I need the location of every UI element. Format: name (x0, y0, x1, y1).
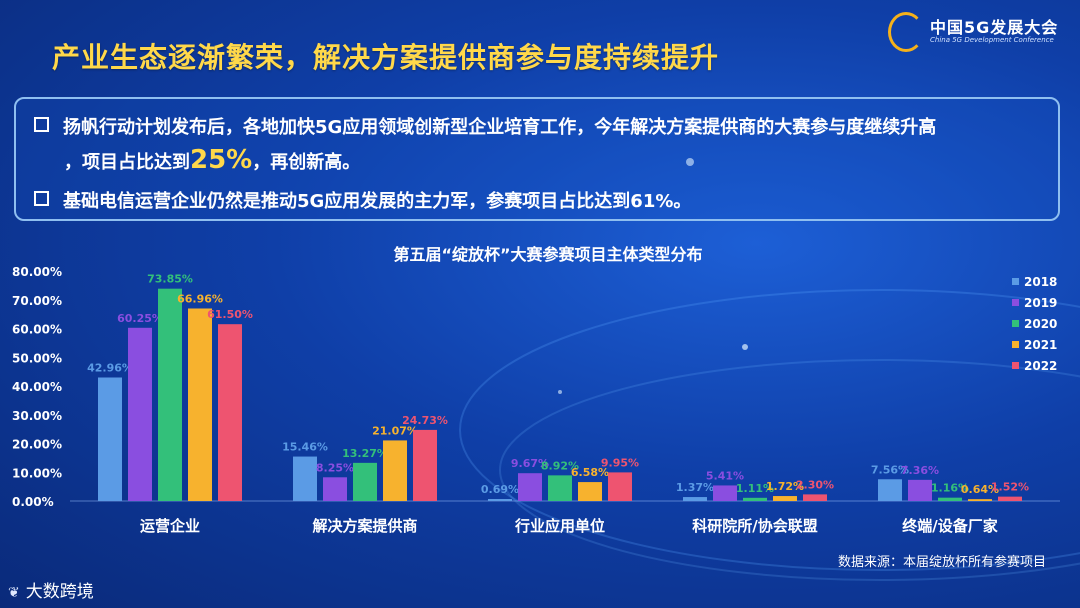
data-label: 1.37% (676, 481, 714, 494)
bar-2018 (488, 499, 512, 501)
ebrun-logo-icon: ❦ (8, 585, 20, 601)
data-label: 60.25% (117, 312, 163, 325)
bar-2022 (413, 429, 437, 501)
bar-2019 (713, 485, 737, 501)
bar-2019 (323, 477, 347, 501)
logo-title: 中国5G发展大会 (930, 18, 1059, 37)
chart-title: 第五届“绽放杯”大赛参赛项目主体类型分布 (393, 245, 702, 264)
data-label: 1.72% (766, 480, 804, 493)
bar-2020 (353, 462, 377, 501)
bar-2020 (548, 475, 572, 501)
data-label: 42.96% (87, 361, 133, 374)
data-label: 1.52% (991, 481, 1029, 494)
y-tick-label: 10.00% (12, 466, 62, 480)
x-category-label: 解决方案提供商 (312, 517, 417, 535)
bullet-point-1-continued: ，项目占比达到25%，再创新高。 (64, 145, 360, 175)
data-label: 1.16% (931, 482, 969, 495)
page-title: 产业生态逐渐繁荣，解决方案提供商参与度持续提升 (52, 41, 720, 74)
bar-2019 (128, 327, 152, 501)
bars-group: 42.96% 60.25% 73.85% 66.96% 61.50% 15.46% 8.25… (87, 273, 1029, 501)
bullet-2-text: 基础电信运营企业仍然是推动5G应用发展的主力军，参赛项目占比达到61%。 (63, 191, 692, 212)
bullet-point-2: 基础电信运营企业仍然是推动5G应用发展的主力军，参赛项目占比达到61%。 (34, 187, 691, 213)
bullet-point-1: 扬帆行动计划发布后，各地加快5G应用领域创新型企业培育工作，今年解决方案提供商的… (34, 113, 936, 139)
bar-2021 (968, 499, 992, 501)
logo-subtitle: China 5G Development Conference (930, 36, 1054, 44)
legend-swatch (1012, 299, 1019, 306)
legend-swatch (1012, 362, 1019, 369)
data-source-note: 数据来源：本届绽放杯所有参赛项目 (838, 555, 1047, 570)
bullet-1-post: ，再创新高。 (252, 152, 361, 173)
bar-2019 (908, 479, 932, 501)
bar-2021 (383, 440, 407, 501)
bar-2022 (608, 472, 632, 501)
data-label: 24.73% (402, 414, 448, 427)
bar-2018 (878, 479, 902, 501)
bar-2020 (158, 288, 182, 501)
data-label: 9.95% (601, 456, 639, 469)
checkbox-icon (34, 117, 49, 132)
data-label: 5.41% (706, 469, 744, 482)
legend-swatch (1012, 320, 1019, 327)
chart-legend: 2018 2019 2020 2021 2022 (1012, 275, 1057, 373)
data-label: 7.56% (871, 463, 909, 476)
y-tick-label: 80.00% (12, 265, 62, 279)
bar-2018 (98, 377, 122, 501)
bar-2022 (218, 324, 242, 501)
legend-label: 2018 (1024, 275, 1057, 289)
legend-swatch (1012, 341, 1019, 348)
legend-label: 2022 (1024, 359, 1057, 373)
bar-2020 (743, 497, 767, 501)
data-label: 15.46% (282, 441, 328, 454)
bar-2018 (683, 497, 707, 501)
data-label: 66.96% (177, 292, 223, 305)
y-tick-label: 40.00% (12, 380, 62, 394)
bullet-1-highlight: 25% (190, 145, 253, 175)
bar-chart: 第五届“绽放杯”大赛参赛项目主体类型分布 0.00% 10.00% 20.00% 30… (12, 245, 1060, 535)
legend-swatch (1012, 278, 1019, 285)
y-tick-label: 60.00% (12, 323, 62, 337)
data-label: 7.36% (901, 464, 939, 477)
checkbox-icon (34, 191, 49, 206)
y-tick-label: 20.00% (12, 438, 62, 452)
y-tick-label: 30.00% (12, 409, 62, 423)
data-label: 2.30% (796, 478, 834, 491)
logo-ring-icon (888, 12, 924, 52)
data-label: 13.27% (342, 447, 388, 460)
data-label: 8.92% (541, 459, 579, 472)
data-label: 6.58% (571, 466, 609, 479)
x-axis: 运营企业 解决方案提供商 行业应用单位 科研院所/协会联盟 终端/设备厂家 (140, 517, 998, 535)
brand-name: 大数跨境 (25, 582, 94, 602)
bullet-1-pre: ，项目占比达到 (64, 152, 190, 173)
x-category-label: 行业应用单位 (514, 517, 605, 535)
bar-2018 (293, 456, 317, 501)
x-category-label: 科研院所/协会联盟 (692, 517, 817, 535)
conference-logo: 中国5G发展大会 China 5G Development Conference (888, 10, 1073, 52)
bar-2021 (188, 308, 212, 501)
x-category-label: 终端/设备厂家 (902, 517, 997, 535)
bar-2022 (998, 496, 1022, 501)
brand-watermark: ❦ 大数跨境 (8, 577, 94, 602)
bar-2020 (938, 497, 962, 501)
data-label: 73.85% (147, 273, 193, 286)
bullet-1-text: 扬帆行动计划发布后，各地加快5G应用领域创新型企业培育工作，今年解决方案提供商的… (63, 117, 937, 138)
legend-label: 2021 (1024, 338, 1057, 352)
y-tick-label: 0.00% (12, 495, 54, 509)
bar-2022 (803, 494, 827, 501)
y-tick-label: 70.00% (12, 294, 62, 308)
data-label: 0.64% (961, 483, 999, 496)
data-label: 8.25% (316, 461, 354, 474)
data-label: 9.67% (511, 457, 549, 470)
y-tick-label: 50.00% (12, 351, 62, 365)
data-label: 21.07% (372, 424, 418, 437)
x-category-label: 运营企业 (140, 517, 200, 535)
data-label: 0.69% (481, 483, 519, 496)
summary-box (14, 97, 1060, 221)
data-label: 61.50% (207, 308, 253, 321)
legend-label: 2019 (1024, 296, 1057, 310)
bar-2021 (773, 496, 797, 501)
legend-label: 2020 (1024, 317, 1057, 331)
data-label: 1.11% (736, 482, 774, 495)
bar-2021 (578, 482, 602, 501)
bar-2019 (518, 473, 542, 501)
